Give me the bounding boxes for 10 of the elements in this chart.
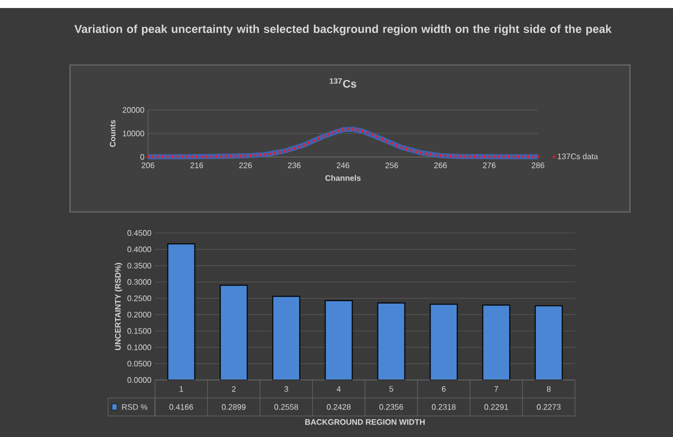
- chart-subtitle: $^{137}$Cs: [330, 78, 356, 88]
- bar: [482, 304, 510, 380]
- bar: [324, 300, 353, 380]
- bar: [377, 302, 406, 380]
- bar: [167, 243, 196, 380]
- bar: [534, 305, 563, 380]
- bar: [272, 296, 300, 380]
- chart-title: Variation of peak uncertainty with selected background region width on the right side of the peak: [74, 24, 612, 36]
- bar: [430, 304, 458, 380]
- bar: [220, 284, 248, 380]
